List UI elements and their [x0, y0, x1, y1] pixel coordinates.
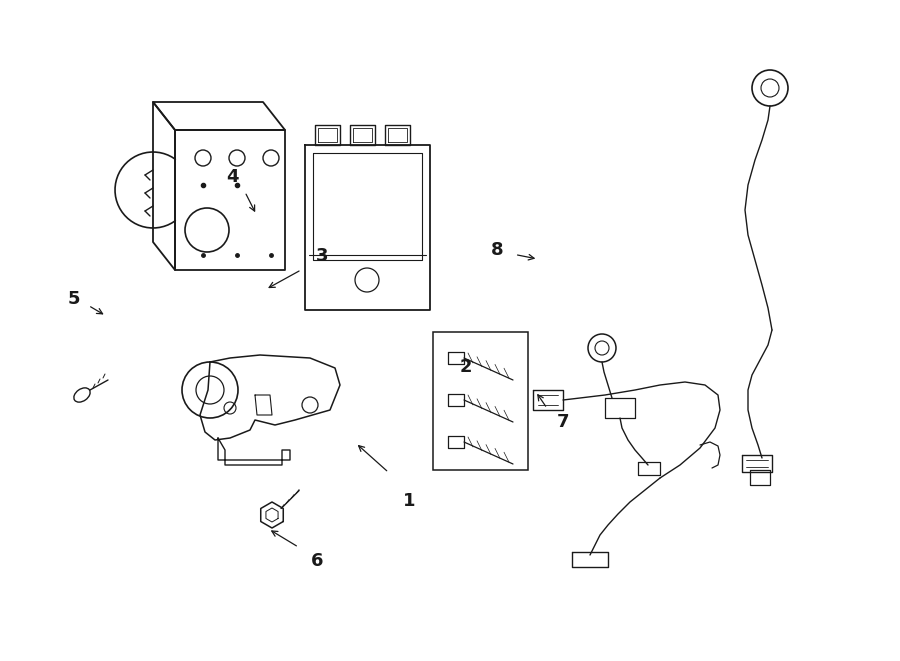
- Text: 6: 6: [310, 551, 323, 570]
- Text: 2: 2: [460, 358, 473, 376]
- Text: 5: 5: [68, 290, 80, 308]
- Text: 8: 8: [491, 241, 503, 259]
- Text: 1: 1: [403, 492, 416, 510]
- Text: 7: 7: [556, 412, 569, 431]
- Text: 3: 3: [316, 247, 328, 266]
- Text: 4: 4: [226, 168, 239, 186]
- Bar: [433, 332, 528, 470]
